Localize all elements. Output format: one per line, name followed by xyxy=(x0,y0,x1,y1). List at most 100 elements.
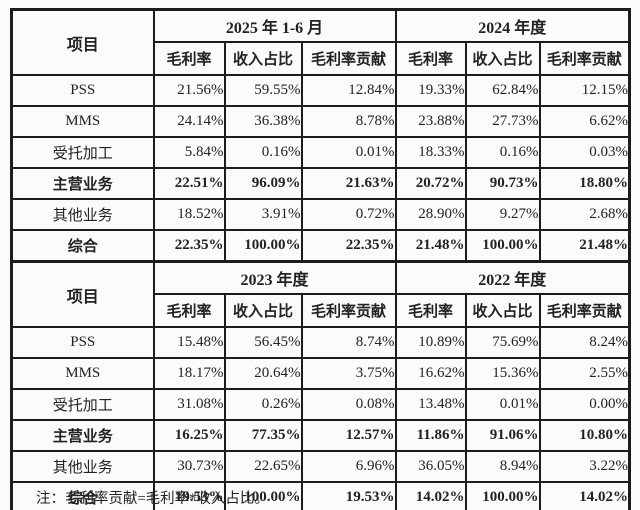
value-cell: 18.17% xyxy=(152,357,226,390)
value-cell: 27.73% xyxy=(464,105,541,138)
value-cell: 77.35% xyxy=(223,419,303,452)
col-header-revenue-share: 收入占比 xyxy=(223,41,303,76)
row-label: PSS xyxy=(10,326,155,359)
value-cell: 62.84% xyxy=(464,74,541,107)
value-cell: 19.53% xyxy=(300,481,397,510)
row-label: 受托加工 xyxy=(10,136,155,169)
table-row-mms: MMS 18.17% 20.64% 3.75% 16.62% 15.36% 2.… xyxy=(10,357,631,390)
period-header-2023: 2023 年度 xyxy=(152,260,397,295)
header-row-periods-1: 项目 2025 年 1-6 月 2024 年度 xyxy=(10,8,631,76)
value-cell: 10.89% xyxy=(394,326,467,359)
item-column-header: 项目 xyxy=(10,260,155,328)
value-cell: 19.53% xyxy=(152,481,226,510)
value-cell: 22.35% xyxy=(300,229,397,263)
col-header-margin: 毛利率 xyxy=(152,293,226,328)
value-cell: 21.56% xyxy=(152,74,226,107)
row-label: MMS xyxy=(10,357,155,390)
footnote: 注：毛利率贡献=毛利率*收入占比。 xyxy=(36,491,269,507)
table-row-total: 综合 19.53% 100.00% 19.53% 14.02% 100.00% … xyxy=(10,481,631,510)
value-cell: 36.05% xyxy=(394,450,467,483)
value-cell: 22.51% xyxy=(152,167,226,200)
value-cell: 30.73% xyxy=(152,450,226,483)
row-label: 受托加工 xyxy=(10,388,155,421)
value-cell: 36.38% xyxy=(223,105,303,138)
value-cell: 0.01% xyxy=(464,388,541,421)
row-label: 其他业务 xyxy=(10,450,155,483)
value-cell: 0.08% xyxy=(300,388,397,421)
value-cell: 23.88% xyxy=(394,105,467,138)
value-cell: 5.84% xyxy=(152,136,226,169)
col-header-margin: 毛利率 xyxy=(152,41,226,76)
value-cell: 0.72% xyxy=(300,198,397,231)
value-cell: 100.00% xyxy=(223,481,303,510)
value-cell: 20.72% xyxy=(394,167,467,200)
value-cell: 15.48% xyxy=(152,326,226,359)
row-label: 主营业务 xyxy=(10,167,155,200)
value-cell: 28.90% xyxy=(394,198,467,231)
value-cell: 3.91% xyxy=(223,198,303,231)
header-row-metrics-2: 毛利率 收入占比 毛利率贡献 毛利率 收入占比 毛利率贡献 xyxy=(12,293,631,328)
value-cell: 9.27% xyxy=(464,198,541,231)
value-cell: 0.16% xyxy=(464,136,541,169)
value-cell: 21.63% xyxy=(300,167,397,200)
value-cell: 0.03% xyxy=(538,136,631,169)
value-cell: 100.00% xyxy=(464,481,541,510)
col-header-margin: 毛利率 xyxy=(394,41,467,76)
period-header-2024: 2024 年度 xyxy=(394,8,631,43)
value-cell: 10.80% xyxy=(538,419,631,452)
value-cell: 2.55% xyxy=(538,357,631,390)
value-cell: 11.86% xyxy=(394,419,467,452)
period-header-2025h1: 2025 年 1-6 月 xyxy=(152,8,397,43)
value-cell: 0.16% xyxy=(223,136,303,169)
header-row-metrics-1: 毛利率 收入占比 毛利率贡献 毛利率 收入占比 毛利率贡献 xyxy=(12,41,631,76)
header-row-periods-2: 项目 2023 年度 2022 年度 xyxy=(10,260,631,328)
value-cell: 2.68% xyxy=(538,198,631,231)
row-label: 综合 xyxy=(10,229,155,263)
value-cell: 90.73% xyxy=(464,167,541,200)
value-cell: 14.02% xyxy=(538,481,631,510)
table-row-commissioned-processing: 受托加工 31.08% 0.26% 0.08% 13.48% 0.01% 0.0… xyxy=(10,388,631,421)
row-label: PSS xyxy=(10,74,155,107)
gross-margin-table: 项目 2025 年 1-6 月 2024 年度 毛利率 收入占比 毛利率贡献 毛… xyxy=(10,8,632,510)
value-cell: 8.78% xyxy=(300,105,397,138)
value-cell: 24.14% xyxy=(152,105,226,138)
table-row-main-business: 主营业务 22.51% 96.09% 21.63% 20.72% 90.73% … xyxy=(10,167,631,200)
value-cell: 3.75% xyxy=(300,357,397,390)
value-cell: 8.94% xyxy=(464,450,541,483)
value-cell: 6.96% xyxy=(300,450,397,483)
table-row-pss: PSS 15.48% 56.45% 8.74% 10.89% 75.69% 8.… xyxy=(10,326,631,359)
value-cell: 18.52% xyxy=(152,198,226,231)
value-cell: 0.26% xyxy=(223,388,303,421)
value-cell: 12.84% xyxy=(300,74,397,107)
table-row-total: 综合 22.35% 100.00% 22.35% 21.48% 100.00% … xyxy=(10,229,631,263)
col-header-margin: 毛利率 xyxy=(394,293,467,328)
value-cell: 20.64% xyxy=(223,357,303,390)
value-cell: 18.80% xyxy=(538,167,631,200)
col-header-revenue-share: 收入占比 xyxy=(223,293,303,328)
value-cell: 8.24% xyxy=(538,326,631,359)
table-row-other-business: 其他业务 18.52% 3.91% 0.72% 28.90% 9.27% 2.6… xyxy=(10,198,631,231)
value-cell: 6.62% xyxy=(538,105,631,138)
value-cell: 21.48% xyxy=(394,229,467,263)
value-cell: 75.69% xyxy=(464,326,541,359)
row-label: 综合 xyxy=(10,481,155,510)
value-cell: 16.62% xyxy=(394,357,467,390)
value-cell: 100.00% xyxy=(464,229,541,263)
value-cell: 21.48% xyxy=(538,229,631,263)
col-header-margin-contribution: 毛利率贡献 xyxy=(538,293,631,328)
value-cell: 56.45% xyxy=(223,326,303,359)
row-label: 主营业务 xyxy=(10,419,155,452)
value-cell: 12.15% xyxy=(538,74,631,107)
value-cell: 22.35% xyxy=(152,229,226,263)
value-cell: 19.33% xyxy=(394,74,467,107)
col-header-margin-contribution: 毛利率贡献 xyxy=(538,41,631,76)
value-cell: 100.00% xyxy=(223,229,303,263)
value-cell: 18.33% xyxy=(394,136,467,169)
value-cell: 14.02% xyxy=(394,481,467,510)
value-cell: 13.48% xyxy=(394,388,467,421)
value-cell: 22.65% xyxy=(223,450,303,483)
col-header-revenue-share: 收入占比 xyxy=(464,41,541,76)
table-row-pss: PSS 21.56% 59.55% 12.84% 19.33% 62.84% 1… xyxy=(10,74,631,107)
value-cell: 31.08% xyxy=(152,388,226,421)
value-cell: 8.74% xyxy=(300,326,397,359)
